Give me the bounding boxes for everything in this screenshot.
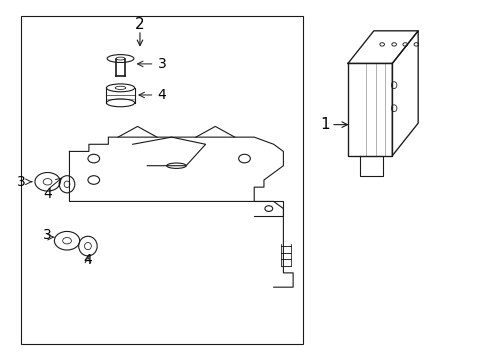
- Text: 2: 2: [135, 17, 144, 32]
- Text: 1: 1: [319, 117, 329, 132]
- Text: 3: 3: [157, 57, 166, 71]
- Bar: [21, 16, 302, 344]
- Text: 3: 3: [18, 175, 26, 189]
- Text: 4: 4: [83, 253, 92, 267]
- Text: 4: 4: [157, 88, 166, 102]
- Text: 3: 3: [43, 228, 52, 242]
- Text: 4: 4: [43, 186, 52, 201]
